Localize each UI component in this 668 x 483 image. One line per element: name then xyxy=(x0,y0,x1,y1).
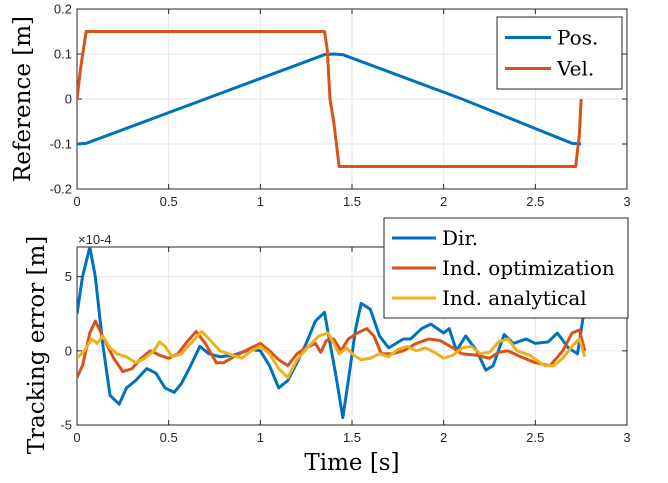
legend-box xyxy=(496,16,623,90)
x-tick-label: 2 xyxy=(440,194,447,209)
time-x-axis-label: Time [s] xyxy=(304,450,399,476)
legend-entry: Ind. analytical xyxy=(442,286,587,310)
x-tick-label: 1 xyxy=(257,430,264,445)
x-tick-label: 0.5 xyxy=(160,194,178,209)
tracking-error-ticks: 0 0.5 1 1.5 2 2.5 3-505 xyxy=(60,247,631,445)
reference-legend: Pos. Vel. xyxy=(496,16,623,90)
y-tick-label: 0 xyxy=(65,92,72,107)
y-tick-label: -0.1 xyxy=(50,137,72,152)
legend-entry: Pos. xyxy=(557,26,598,50)
series-line-ind-optimization xyxy=(77,319,587,379)
x-tick-label: 2 xyxy=(440,430,447,445)
x-tick-label: 3 xyxy=(623,430,630,445)
reference-y-axis-label: Reference [m] xyxy=(10,16,36,182)
x-tick-label: 0.5 xyxy=(160,430,178,445)
x-tick-label: 1.5 xyxy=(343,194,361,209)
legend-entry: Dir. xyxy=(442,226,478,250)
tracking-error-panel: 0 0.5 1 1.5 2 2.5 3-505 ×10-4 Tracking error [… xyxy=(24,217,631,476)
y-axis-exponent-label: ×10-4 xyxy=(78,232,112,247)
x-tick-label: 0 xyxy=(73,430,80,445)
series-line-ind-analytical xyxy=(77,330,587,380)
series-line-pos xyxy=(77,52,582,146)
reference-ticks: 0 0.5 1 1.5 2 2.5 3 -0.2 -0.1 0 0.1 0.2 xyxy=(50,2,631,210)
tracking-error-y-axis-label: Tracking error [m] xyxy=(24,236,50,455)
x-tick-label: 2.5 xyxy=(526,430,544,445)
y-tick-label: -5 xyxy=(60,418,72,433)
x-tick-label: 1 xyxy=(257,194,264,209)
series-line-vel xyxy=(77,30,583,168)
y-tick-label: 5 xyxy=(65,269,72,284)
x-tick-label: 1.5 xyxy=(343,430,361,445)
x-tick-label: 0 xyxy=(73,194,80,209)
y-tick-label: 0.1 xyxy=(54,47,72,62)
legend-entry: Ind. optimization xyxy=(442,256,615,280)
y-tick-label: -0.2 xyxy=(50,182,72,197)
x-tick-label: 3 xyxy=(623,194,630,209)
legend-entry: Vel. xyxy=(556,57,594,81)
tracking-error-lines xyxy=(77,247,587,420)
tracking-error-legend: Dir. Ind. optimization Ind. analytical xyxy=(383,217,629,319)
y-tick-label: 0.2 xyxy=(54,2,72,17)
reference-panel: 0 0.5 1 1.5 2 2.5 3 -0.2 -0.1 0 0.1 0.2 Reference [… xyxy=(10,2,631,210)
series-line-dir xyxy=(77,247,587,420)
y-tick-label: 0 xyxy=(65,343,72,358)
reference-lines xyxy=(77,30,583,168)
x-tick-label: 2.5 xyxy=(526,194,544,209)
